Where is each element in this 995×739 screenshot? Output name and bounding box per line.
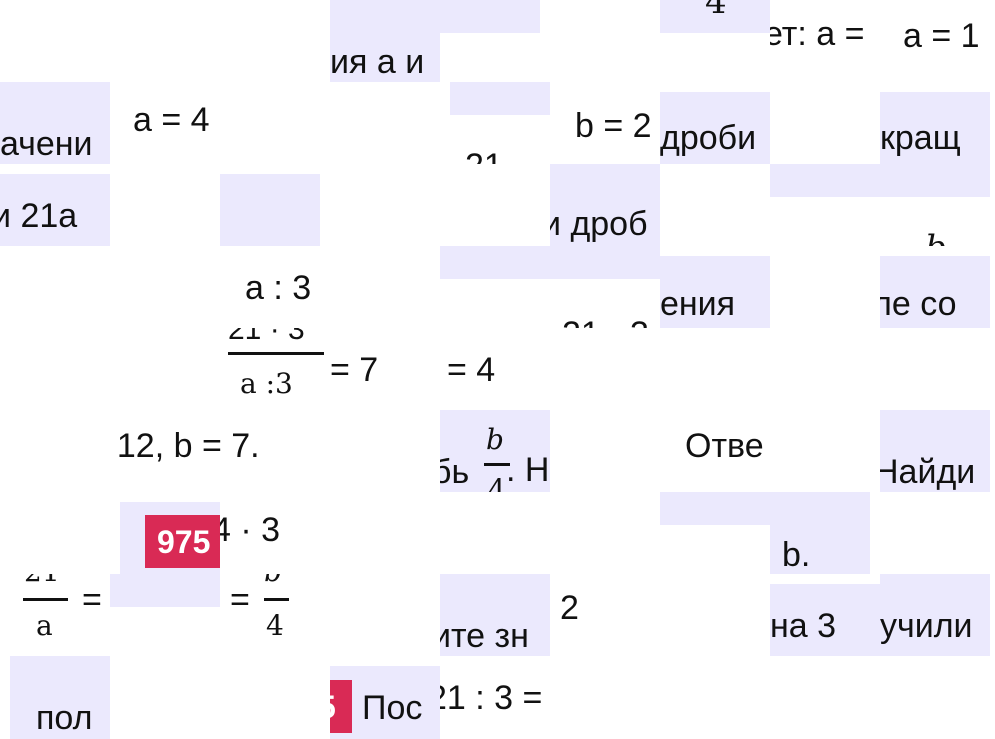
text-fragment: ите зн [440,617,529,655]
text-fragment: 4 [705,0,727,22]
text-fragment: ия а и [330,43,425,81]
task-number-badge: 5 [330,680,352,733]
text-fragment: 21 [465,146,503,164]
highlight-block [770,525,870,574]
highlight-block [440,0,540,33]
text-fragment: бь [440,453,470,491]
text-fragment: a [36,609,53,642]
text-fragment: учили [880,607,973,645]
text-fragment: 2 [560,589,579,627]
text-fragment: 21 [24,574,60,592]
text-fragment: = [82,581,102,619]
text-fragment: ет: a = [770,15,865,53]
text-fragment: 4 [266,609,284,642]
highlight-block [880,92,990,164]
text-fragment: и дроб [550,205,648,243]
text-fragment: 21 · 3 [228,328,305,346]
text-fragment: на 3 [770,607,837,645]
highlight-block [10,656,110,739]
text-fragment: a = 1 [903,17,980,55]
text-fragment: 21 · 3 [562,314,649,328]
text-fragment: пол [36,699,93,737]
highlight-block [660,92,770,164]
text-fragment: b [264,574,282,592]
text-fragment: b = 2 [575,107,652,145]
highlight-block [440,410,550,492]
text-fragment: a : 3 [245,269,312,307]
task-number-badge: 975 [145,515,220,568]
highlight-block [660,492,870,525]
text-fragment: 4 [488,473,506,492]
highlight-block [440,574,550,656]
text-fragment: дроби [660,119,757,157]
text-fragment: . Н [506,451,550,489]
text-fragment: b. [782,536,811,574]
text-fragment: a = 4 [133,101,210,139]
highlight-block [880,256,990,328]
fraction: 21 a = [0,574,110,656]
text-fragment: кращ [880,119,961,157]
highlight-block [0,174,110,246]
fraction: = b 4 [220,574,330,656]
text-fragment: : 12, b = 7. [110,427,260,465]
highlight-block [880,574,990,656]
highlight-block [330,0,440,82]
text-fragment: = 7 [330,351,379,389]
text-fragment: Пос [362,689,423,727]
highlight-block [110,574,220,607]
text-fragment: Отве [685,427,764,465]
text-fragment: a :3 [240,367,293,400]
text-fragment: Найди [880,453,976,491]
text-fragment: = 4 [447,351,496,389]
text-fragment: = [230,581,250,619]
highlight-block [660,256,770,328]
text-fragment: ения [660,285,736,323]
fraction: 21 · 3 a :3 [220,328,330,410]
highlight-block [220,174,320,246]
highlight-block [880,410,990,492]
text-fragment: 21 : 3 = [440,679,543,717]
text-fragment: 4 · 3 [220,511,281,549]
text-fragment: ачени [0,125,93,163]
highlight-block [450,82,550,115]
highlight-block [440,246,660,279]
highlight-block [770,584,880,656]
text-fragment: b [925,228,947,246]
highlight-block [550,164,660,256]
text-fragment: b [486,423,504,456]
text-fragment: ле со [880,285,957,323]
highlight-block [770,164,990,197]
highlight-block [0,82,110,164]
text-fragment: и 21a [0,197,78,235]
highlight-block [660,0,770,33]
